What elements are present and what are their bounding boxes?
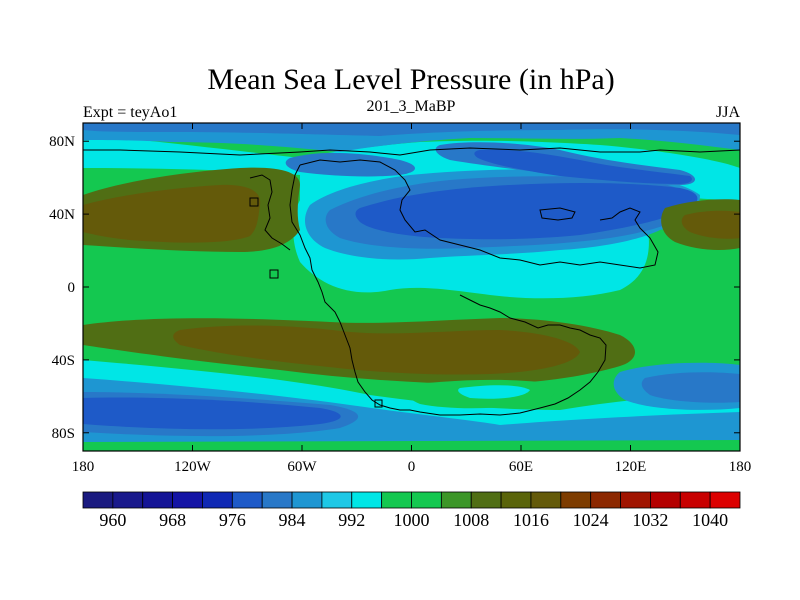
colorbar-swatch (351, 491, 383, 509)
experiment-label: Expt = teyAo1 (83, 104, 177, 121)
colorbar-tick-label: 1016 (513, 510, 549, 530)
colorbar-swatch (321, 491, 353, 509)
y-tick-label: 0 (68, 280, 76, 296)
coastline-inland-sea-east (539, 207, 576, 221)
x-tick-label: 120E (615, 459, 647, 475)
y-axis: 80N 40N 0 40S 80S (49, 134, 740, 442)
colorbar-tick-label: 960 (99, 510, 126, 530)
colorbar-swatch (82, 491, 114, 509)
coastline-island-3 (374, 399, 383, 408)
colorbar-swatch (590, 491, 621, 509)
colorbar-tick-label: 1024 (573, 510, 609, 530)
colorbar-swatch (381, 491, 412, 509)
y-tick-label: 40S (52, 353, 75, 369)
colorbar-swatch (291, 491, 323, 509)
x-tick-label: 60E (509, 459, 533, 475)
colorbar-tick-label: 1032 (632, 510, 668, 530)
coastline-north-america-west (249, 174, 291, 251)
coastline-main-continent (83, 147, 741, 416)
contour-southern-deepblue-left (83, 397, 341, 430)
contour-north-blue (83, 123, 740, 136)
colorbar-swatch (411, 491, 442, 509)
contour-south-darkolive-core (173, 325, 580, 375)
x-tick-label: 0 (408, 459, 416, 475)
colorbar-swatch (530, 491, 562, 509)
y-tick-label: 80S (52, 426, 75, 442)
colorbar-tick-label: 992 (338, 510, 365, 530)
colorbar-swatch (560, 491, 592, 509)
contour-south-atlantic-cyan (458, 385, 530, 399)
colorbar-swatch (440, 491, 472, 509)
colorbar-swatch (261, 491, 293, 509)
chart-title: Mean Sea Level Pressure (in hPa) (207, 63, 614, 96)
x-tick-label: 180 (729, 459, 752, 475)
colorbar-tick-label: 1040 (692, 510, 728, 530)
colorbar-tick-label: 1000 (394, 510, 430, 530)
colorbar-tick-label: 984 (279, 510, 306, 530)
x-axis: 180 120W 60W 0 60E 120E 180 (72, 123, 752, 475)
x-tick-label: 60W (287, 459, 317, 475)
x-tick-label: 180 (72, 459, 95, 475)
coastline-outline (83, 147, 741, 416)
coastline-island-1 (249, 197, 259, 207)
contour-north-blue-lobe-2 (285, 152, 415, 177)
contour-north-darkolive-left (83, 184, 261, 243)
map-plot-area (83, 123, 740, 451)
y-tick-label: 40N (49, 207, 75, 223)
x-tick-label: 120W (174, 459, 212, 475)
colorbar-swatch (470, 491, 502, 509)
colorbar-swatch (112, 491, 144, 509)
y-tick-label: 80N (49, 134, 75, 150)
colorbar-tick-label: 968 (159, 510, 186, 530)
coastline-island-2 (269, 269, 279, 279)
colorbar-swatch (620, 491, 651, 509)
colorbar: 960 968 976 984 992 1000 1008 1016 1024 1032 1040 (82, 491, 741, 530)
contour-north-darkolive-right (681, 210, 740, 239)
colorbar-swatch (172, 491, 203, 509)
contour-north-deepblue-lobe-1 (474, 149, 692, 184)
colorbar-swatch (709, 491, 741, 509)
colorbar-tick-label: 976 (219, 510, 246, 530)
colorbar-swatch (679, 491, 711, 509)
colorbar-swatch (202, 491, 233, 509)
colorbar-swatch (500, 491, 532, 509)
colorbar-tick-label: 1008 (453, 510, 489, 530)
colorbar-swatch (142, 491, 173, 509)
colorbar-swatch (650, 491, 681, 509)
season-label: JJA (716, 104, 740, 121)
contour-north-deepblue-core (355, 183, 698, 240)
contour-southern-blue-right (641, 372, 740, 403)
colorbar-swatch (231, 491, 263, 509)
run-label: 201_3_MaBP (367, 98, 456, 115)
